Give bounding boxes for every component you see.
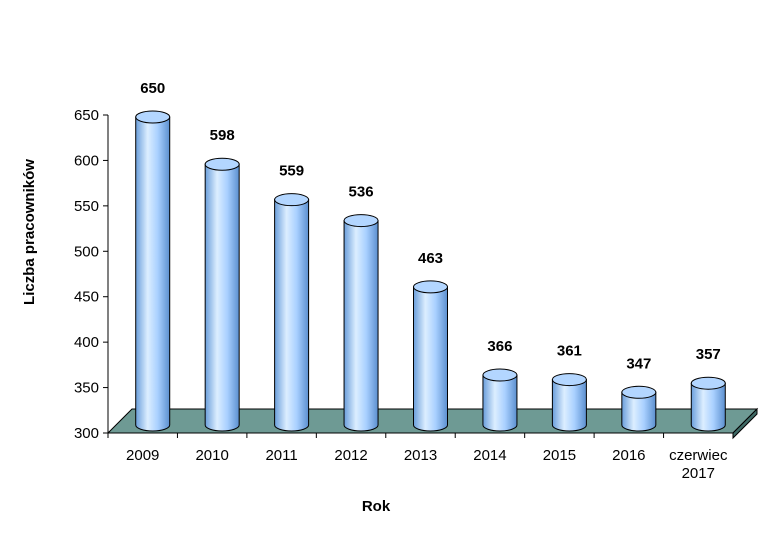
data-label: 463 <box>418 250 443 267</box>
data-label: 357 <box>696 346 721 363</box>
y-tick-label: 550 <box>74 198 99 215</box>
y-tick-label: 350 <box>74 380 99 397</box>
bar-body <box>343 220 379 432</box>
x-tick-label: 2009 <box>126 447 159 464</box>
data-label: 650 <box>140 80 165 97</box>
bar-top <box>135 110 171 124</box>
data-labels: 650 598 559 536 463 366 361 347 357 <box>140 80 721 372</box>
x-tick-label: 2015 <box>543 447 576 464</box>
bar <box>204 157 240 432</box>
bar-body <box>482 374 518 432</box>
bar-body <box>274 199 310 432</box>
y-tick-label: 500 <box>74 243 99 260</box>
bar <box>690 376 726 432</box>
data-label: 598 <box>210 127 235 144</box>
data-label: 361 <box>557 343 582 360</box>
y-axis: 300 350 400 450 500 550 600 650 <box>74 107 109 442</box>
x-tick-label: czerwiec 2017 <box>669 447 728 482</box>
bar <box>551 373 587 432</box>
bar-body <box>135 116 171 432</box>
bar <box>343 214 379 432</box>
x-tick-label: 2011 <box>265 447 297 464</box>
bar-body <box>413 286 448 432</box>
x-tick-label: 2014 <box>473 447 506 464</box>
bar-top <box>343 214 379 228</box>
y-tick-label: 450 <box>74 289 99 306</box>
x-tick-label: 2013 <box>404 447 437 464</box>
bar <box>621 385 657 432</box>
bar <box>413 280 448 432</box>
data-label: 366 <box>487 338 512 355</box>
y-tick-label: 300 <box>74 425 99 442</box>
bar-top <box>204 157 240 171</box>
y-tick-label: 650 <box>74 107 99 124</box>
bar-top <box>482 368 518 382</box>
bar-top <box>551 373 587 387</box>
bar-top <box>690 376 726 390</box>
y-tick-label: 400 <box>74 334 99 351</box>
x-axis: 2009 2010 2011 2012 2013 2014 2015 2016 czerwiec… <box>107 432 734 482</box>
x-axis-title: Rok <box>362 498 391 515</box>
bar-body <box>204 163 240 432</box>
bar-top <box>413 280 448 294</box>
x-tick-label: 2012 <box>334 447 367 464</box>
bar <box>135 110 171 432</box>
y-tick-label: 600 <box>74 152 99 169</box>
data-label: 559 <box>279 163 304 180</box>
bar-top <box>621 385 657 399</box>
y-axis-title: Liczba pracowników <box>21 159 38 305</box>
bars <box>135 110 726 432</box>
bar-top <box>274 193 310 207</box>
bar <box>274 193 310 432</box>
data-label: 347 <box>626 355 651 372</box>
bar-body <box>621 391 657 432</box>
data-label: 536 <box>349 184 374 201</box>
bar-body <box>690 382 726 432</box>
x-tick-label: 2010 <box>195 447 228 464</box>
x-tick-label: 2016 <box>612 447 645 464</box>
bar <box>482 368 518 432</box>
bar-body <box>551 379 587 432</box>
